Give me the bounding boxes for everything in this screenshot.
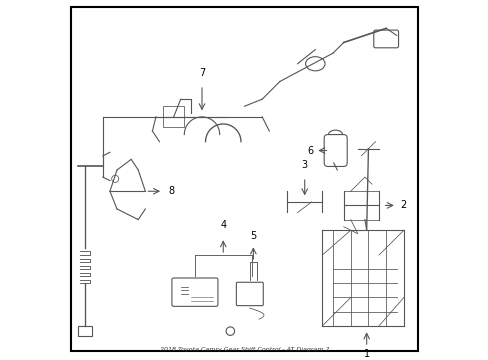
Text: 2018 Toyota Camry Gear Shift Control - AT Diagram 2: 2018 Toyota Camry Gear Shift Control - A…: [160, 347, 328, 352]
Text: 4: 4: [220, 220, 226, 230]
Text: 3: 3: [301, 160, 307, 170]
Text: 2: 2: [400, 201, 406, 210]
Text: 7: 7: [199, 68, 204, 78]
Bar: [78, 326, 92, 337]
Bar: [163, 106, 184, 127]
Text: 6: 6: [307, 145, 313, 156]
Text: 5: 5: [250, 231, 256, 241]
Text: 1: 1: [363, 349, 369, 359]
Text: 8: 8: [168, 186, 174, 196]
